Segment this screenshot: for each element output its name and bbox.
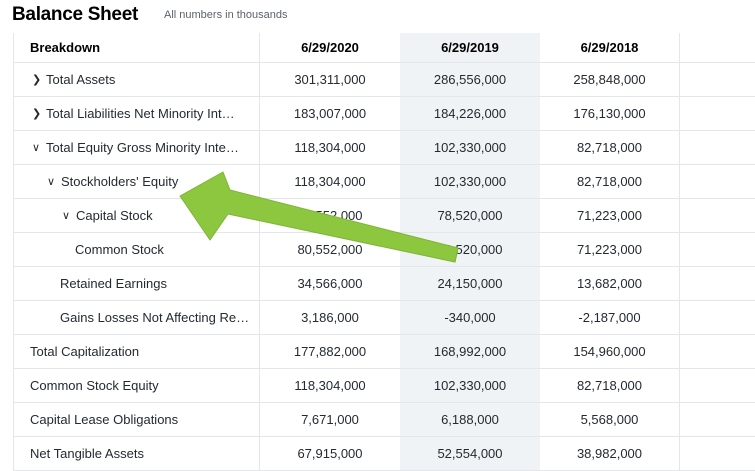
chevron-down-icon[interactable]: ∨	[47, 176, 56, 188]
cell-value: 78,520,000	[400, 233, 540, 266]
chevron-down-icon[interactable]: ∨	[32, 142, 41, 154]
table-row: Total Capitalization 177,882,000 168,992…	[13, 335, 755, 369]
cell-value: 102,330,000	[400, 369, 540, 402]
cell-value: 71,223,000	[540, 233, 680, 266]
cell-value: -340,000	[400, 301, 540, 334]
cell-value: 118,304,000	[294, 174, 366, 189]
row-spacer	[680, 267, 755, 300]
cell-value: -2,187,000	[540, 301, 680, 334]
column-header-2018[interactable]: 6/29/2018	[540, 33, 680, 62]
row-toggle-stockholders-equity[interactable]: ∨ Stockholders' Equity	[13, 165, 260, 198]
cell-value: 3,186,000	[301, 310, 359, 325]
row-label: Total Equity Gross Minority Inte…	[46, 140, 239, 155]
table-header-row: Breakdown 6/29/2020 6/29/2019 6/29/2018	[13, 33, 755, 63]
cell-value: 82,718,000	[540, 165, 680, 198]
cell-value: 118,304,000	[294, 140, 366, 155]
table-row: ❯ Total Assets 301,311,000 286,556,000 2…	[13, 63, 755, 97]
row-label: Retained Earnings	[60, 276, 167, 291]
cell-value: 102,330,000	[400, 165, 540, 198]
row-label: Total Assets	[46, 72, 116, 87]
row-spacer	[680, 369, 755, 402]
cell-value: 38,982,000	[540, 437, 680, 470]
row-gains-losses: Gains Losses Not Affecting Re…	[13, 301, 260, 334]
cell-value: 102,330,000	[400, 131, 540, 164]
cell-value: 154,960,000	[540, 335, 680, 368]
cell-value: 7,671,000	[301, 412, 359, 427]
cell-value: 71,223,000	[540, 199, 680, 232]
column-header-2020[interactable]: 6/29/2020	[301, 40, 359, 55]
cell-value: 82,718,000	[540, 131, 680, 164]
table-row: ∨ Total Equity Gross Minority Inte… 118,…	[13, 131, 755, 165]
row-capital-lease-obligations: Capital Lease Obligations	[13, 403, 260, 436]
cell-value: 5,568,000	[540, 403, 680, 436]
balance-sheet-table: Breakdown 6/29/2020 6/29/2019 6/29/2018 …	[13, 33, 755, 471]
row-label: Capital Stock	[76, 208, 153, 223]
cell-value: 67,915,000	[297, 446, 363, 461]
row-spacer	[680, 165, 755, 198]
table-row: Gains Losses Not Affecting Re… 3,186,000…	[13, 301, 755, 335]
row-spacer	[680, 233, 755, 266]
chevron-right-icon[interactable]: ❯	[32, 108, 42, 120]
row-spacer	[680, 301, 755, 334]
chevron-right-icon[interactable]: ❯	[32, 74, 42, 86]
row-label: Total Liabilities Net Minority Int…	[46, 106, 235, 121]
cell-value: 80,552,000	[297, 208, 363, 223]
column-header-2019[interactable]: 6/29/2019	[400, 33, 540, 62]
cell-value: 118,304,000	[294, 378, 366, 393]
row-label: Total Capitalization	[30, 344, 140, 359]
row-retained-earnings: Retained Earnings	[13, 267, 260, 300]
cell-value: 177,882,000	[293, 344, 367, 359]
row-spacer	[680, 199, 755, 232]
row-net-tangible-assets: Net Tangible Assets	[13, 437, 260, 470]
cell-value: 13,682,000	[540, 267, 680, 300]
cell-value: 80,552,000	[297, 242, 363, 257]
cell-value: 286,556,000	[400, 63, 540, 96]
table-row: Retained Earnings 34,566,000 24,150,000 …	[13, 267, 755, 301]
row-spacer	[680, 403, 755, 436]
cell-value: 6,188,000	[400, 403, 540, 436]
cell-value: 183,007,000	[293, 106, 367, 121]
cell-value: 34,566,000	[297, 276, 363, 291]
cell-value: 168,992,000	[400, 335, 540, 368]
row-toggle-total-equity[interactable]: ∨ Total Equity Gross Minority Inte…	[13, 131, 260, 164]
row-spacer	[680, 131, 755, 164]
table-row: Common Stock Equity 118,304,000 102,330,…	[13, 369, 755, 403]
cell-value: 184,226,000	[400, 97, 540, 130]
row-total-capitalization: Total Capitalization	[13, 335, 260, 368]
row-toggle-total-assets[interactable]: ❯ Total Assets	[13, 63, 260, 96]
page-header: Balance Sheet All numbers in thousands	[12, 0, 288, 26]
page-title: Balance Sheet	[12, 4, 138, 25]
table-row: ∨ Stockholders' Equity 118,304,000 102,3…	[13, 165, 755, 199]
table-row: Common Stock 80,552,000 78,520,000 71,22…	[13, 233, 755, 267]
row-label: Net Tangible Assets	[30, 446, 144, 461]
cell-value: 78,520,000	[400, 199, 540, 232]
row-label: Stockholders' Equity	[61, 174, 179, 189]
cell-value: 24,150,000	[400, 267, 540, 300]
row-spacer	[680, 335, 755, 368]
column-header-breakdown: Breakdown	[13, 33, 260, 62]
table-row: ∨ Capital Stock 80,552,000 78,520,000 71…	[13, 199, 755, 233]
cell-value: 52,554,000	[400, 437, 540, 470]
row-common-stock: Common Stock	[13, 233, 260, 266]
row-spacer	[680, 437, 755, 470]
row-label: Capital Lease Obligations	[30, 412, 179, 427]
table-row: ❯ Total Liabilities Net Minority Int… 18…	[13, 97, 755, 131]
row-label: Gains Losses Not Affecting Re…	[60, 310, 250, 325]
row-spacer	[680, 97, 755, 130]
header-spacer	[680, 33, 755, 62]
row-label: Common Stock Equity	[30, 378, 159, 393]
row-toggle-total-liabilities[interactable]: ❯ Total Liabilities Net Minority Int…	[13, 97, 260, 130]
row-label: Common Stock	[75, 242, 164, 257]
chevron-down-icon[interactable]: ∨	[62, 210, 71, 222]
row-common-stock-equity: Common Stock Equity	[13, 369, 260, 402]
table-row: Net Tangible Assets 67,915,000 52,554,00…	[13, 437, 755, 471]
row-toggle-capital-stock[interactable]: ∨ Capital Stock	[13, 199, 260, 232]
cell-value: 301,311,000	[294, 72, 366, 87]
cell-value: 258,848,000	[540, 63, 680, 96]
units-note: All numbers in thousands	[164, 9, 288, 21]
cell-value: 82,718,000	[540, 369, 680, 402]
cell-value: 176,130,000	[540, 97, 680, 130]
table-row: Capital Lease Obligations 7,671,000 6,18…	[13, 403, 755, 437]
row-spacer	[680, 63, 755, 96]
